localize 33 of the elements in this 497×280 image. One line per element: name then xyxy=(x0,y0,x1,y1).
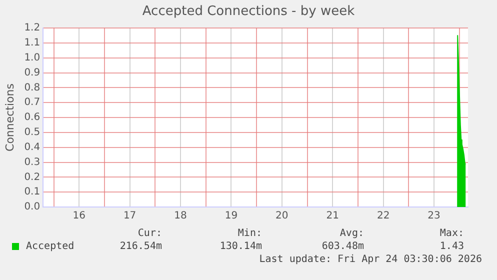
x-tick-label: 22 xyxy=(376,210,390,222)
x-tick-label: 21 xyxy=(326,210,339,222)
y-tick-label: 0.6 xyxy=(24,112,40,124)
text: 130.14m xyxy=(220,241,262,252)
text: Last update: Fri Apr 24 03:30:06 2026 xyxy=(259,254,482,265)
x-tick-label: 19 xyxy=(224,210,238,222)
legend-label: Accepted xyxy=(26,241,74,252)
text: Cur: xyxy=(138,228,162,239)
text: 603.48m xyxy=(322,241,364,252)
y-tick-label: 0.7 xyxy=(24,97,40,108)
y-tick-label: 0.5 xyxy=(24,127,40,138)
y-axis-title: Connections xyxy=(3,83,16,152)
y-tick-label: 0.8 xyxy=(24,82,40,94)
y-tick-label: 0.9 xyxy=(24,67,40,78)
x-tick-label: 18 xyxy=(174,210,187,222)
y-tick-label: 0.0 xyxy=(24,202,40,213)
text: 1.43 xyxy=(440,241,464,252)
y-tick-label: 0.4 xyxy=(24,142,40,153)
text: 216.54m xyxy=(120,241,162,252)
y-tick-label: 0.3 xyxy=(24,156,40,168)
x-tick-label: 23 xyxy=(428,210,440,222)
text: Min: xyxy=(238,228,262,239)
text: Max: xyxy=(440,228,464,239)
y-tick-label: 1.2 xyxy=(24,22,40,34)
y-tick-label: 1.0 xyxy=(24,52,40,64)
y-tick-label: 0.1 xyxy=(24,186,40,198)
y-tick-label: 1.1 xyxy=(24,38,40,49)
chart-title: Accepted Connections - by week xyxy=(141,4,356,19)
x-tick-label: 20 xyxy=(276,210,288,222)
x-tick-label: 16 xyxy=(72,210,86,222)
text: Avg: xyxy=(340,228,364,239)
x-tick-label: 17 xyxy=(123,210,136,222)
y-tick-label: 0.2 xyxy=(24,172,40,183)
